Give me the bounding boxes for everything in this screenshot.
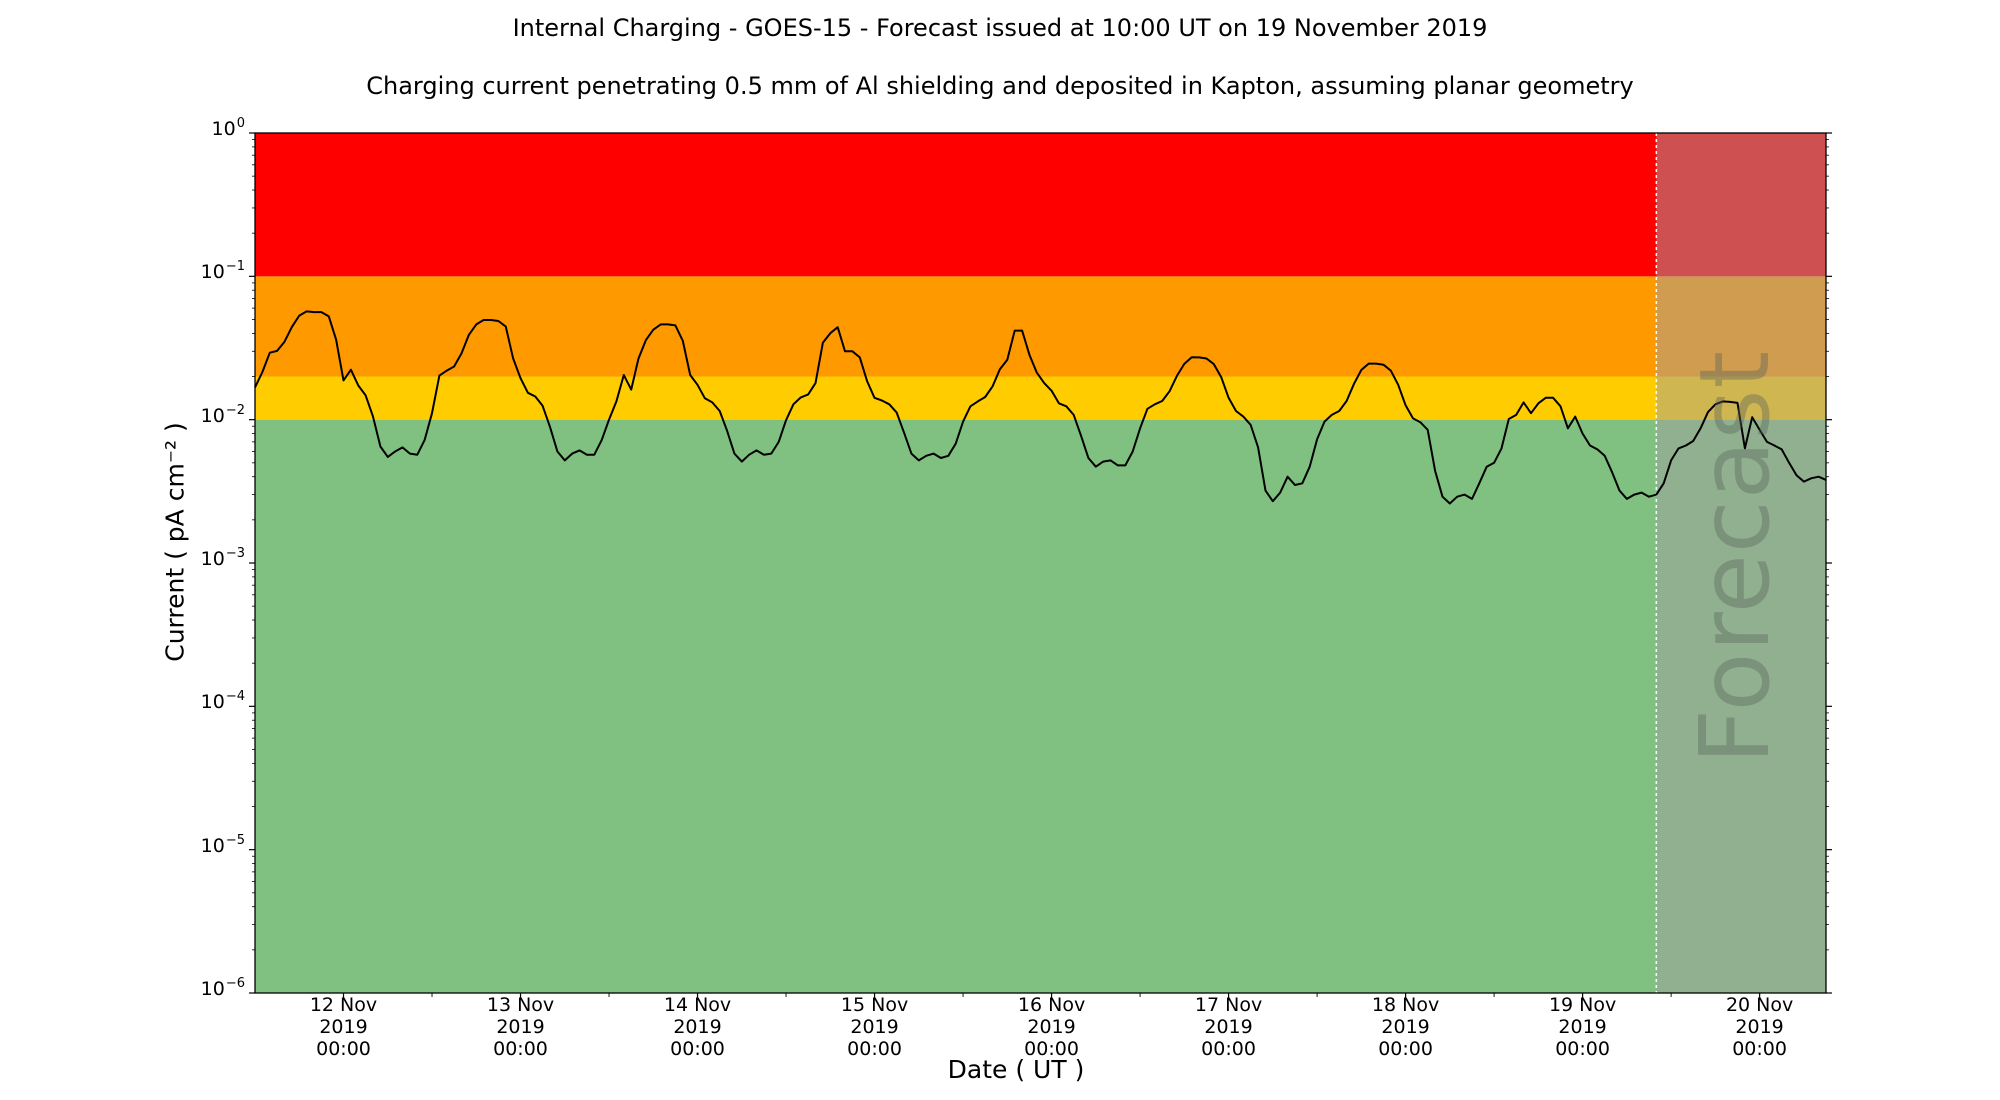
x-axis-label: Date ( UT ) bbox=[947, 1055, 1085, 1084]
x-tick-label-line: 00:00 bbox=[670, 1038, 725, 1060]
x-tick-label-line: 00:00 bbox=[1201, 1038, 1256, 1060]
chart-title: Internal Charging - GOES-15 - Forecast i… bbox=[512, 14, 1488, 42]
x-tick-label-line: 17 Nov bbox=[1194, 994, 1263, 1016]
y-axis-label: Current ( pA cm⁻² ) bbox=[160, 422, 190, 662]
risk-band-0 bbox=[255, 419, 1826, 994]
x-tick-label-line: 15 Nov bbox=[840, 994, 909, 1016]
y-tick-exponent: −2 bbox=[225, 402, 245, 418]
x-tick-label: 14 Nov 2019 00:00 bbox=[628, 994, 768, 1060]
x-tick-label-line: 2019 bbox=[496, 1016, 545, 1038]
x-tick-label-line: 19 Nov bbox=[1548, 994, 1617, 1016]
risk-band-1 bbox=[255, 376, 1826, 420]
y-tick-base: 10 bbox=[200, 548, 225, 570]
chart-subtitle: Charging current penetrating 0.5 mm of A… bbox=[366, 72, 1634, 100]
y-tick-label: 10−4 bbox=[175, 689, 245, 713]
x-tick-label-line: 2019 bbox=[673, 1016, 722, 1038]
y-tick-exponent: −1 bbox=[225, 259, 245, 275]
forecast-overlay bbox=[1656, 133, 1826, 993]
y-tick-label: 10−6 bbox=[175, 976, 245, 1000]
x-tick-label: 16 Nov 2019 00:00 bbox=[982, 994, 1122, 1060]
y-tick-exponent: −3 bbox=[225, 546, 245, 561]
x-tick-label-line: 00:00 bbox=[1378, 1038, 1433, 1060]
x-tick-label-line: 2019 bbox=[1735, 1016, 1784, 1038]
x-tick-label-line: 00:00 bbox=[493, 1038, 548, 1060]
x-tick-label-line: 20 Nov bbox=[1725, 994, 1794, 1016]
x-tick-label-line: 13 Nov bbox=[486, 994, 555, 1016]
x-tick-label-line: 2019 bbox=[1027, 1016, 1076, 1038]
y-tick-label: 10−1 bbox=[175, 259, 245, 283]
y-tick-exponent: −5 bbox=[225, 832, 245, 848]
y-tick-label: 10−3 bbox=[175, 546, 245, 570]
y-tick-base: 10 bbox=[200, 834, 225, 857]
y-tick-label: 100 bbox=[175, 116, 245, 140]
x-tick-label-line: 00:00 bbox=[1024, 1038, 1079, 1060]
y-tick-base: 10 bbox=[200, 691, 225, 714]
x-tick-label: 13 Nov 2019 00:00 bbox=[451, 994, 591, 1060]
x-tick-label: 20 Nov 2019 00:00 bbox=[1690, 994, 1830, 1060]
y-tick-exponent: −6 bbox=[225, 976, 245, 991]
risk-band-2 bbox=[255, 276, 1826, 377]
x-tick-label: 12 Nov 2019 00:00 bbox=[274, 994, 414, 1060]
x-tick-label-line: 2019 bbox=[1204, 1016, 1253, 1038]
y-tick-exponent: −4 bbox=[225, 689, 245, 705]
y-tick-base: 10 bbox=[200, 978, 225, 1000]
y-tick-label: 10−2 bbox=[175, 403, 245, 427]
y-tick-base: 10 bbox=[200, 261, 225, 284]
x-tick-label-line: 2019 bbox=[319, 1016, 368, 1038]
y-tick-base: 10 bbox=[200, 404, 225, 427]
forecast-region-label: Forecast bbox=[1679, 349, 1791, 765]
x-tick-label: 19 Nov 2019 00:00 bbox=[1513, 994, 1653, 1060]
x-tick-label-line: 18 Nov bbox=[1371, 994, 1440, 1016]
series-line-0 bbox=[254, 310, 1827, 505]
y-tick-label: 10−5 bbox=[175, 833, 245, 857]
x-tick-label-line: 12 Nov bbox=[309, 994, 378, 1016]
x-tick-label-line: 2019 bbox=[1381, 1016, 1430, 1038]
x-tick-label: 17 Nov 2019 00:00 bbox=[1159, 994, 1299, 1060]
x-tick-label-line: 14 Nov bbox=[663, 994, 732, 1016]
x-tick-label-line: 16 Nov bbox=[1017, 994, 1086, 1016]
x-tick-label-line: 00:00 bbox=[316, 1038, 371, 1060]
x-tick-label: 15 Nov 2019 00:00 bbox=[805, 994, 945, 1060]
y-tick-exponent: 0 bbox=[236, 116, 245, 131]
x-tick-label: 18 Nov 2019 00:00 bbox=[1336, 994, 1476, 1060]
x-tick-label-line: 00:00 bbox=[847, 1038, 902, 1060]
risk-band-3 bbox=[255, 133, 1826, 277]
y-tick-base: 10 bbox=[211, 118, 236, 140]
x-tick-label-line: 2019 bbox=[1558, 1016, 1607, 1038]
x-tick-label-line: 00:00 bbox=[1732, 1038, 1787, 1060]
x-tick-label-line: 00:00 bbox=[1555, 1038, 1610, 1060]
x-tick-label-line: 2019 bbox=[850, 1016, 899, 1038]
